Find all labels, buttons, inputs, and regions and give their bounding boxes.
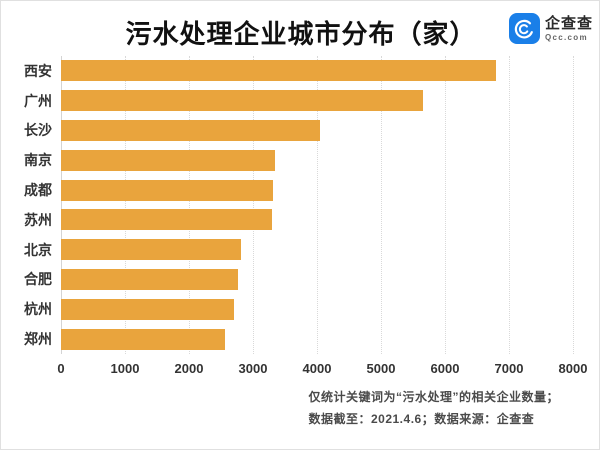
chart-row: 郑州	[1, 324, 599, 354]
x-axis-tick: 2000	[174, 361, 204, 376]
footer-note: 仅统计关键词为“污水处理”的相关企业数量； 数据截至：2021.4.6；数据来源…	[308, 386, 559, 430]
y-axis-label: 合肥	[24, 271, 52, 288]
y-axis-label: 杭州	[24, 301, 52, 318]
x-axis-tick: 6000	[430, 361, 460, 376]
qcc-logo-text: 企查查 Qcc.com	[545, 15, 593, 42]
chart-row: 合肥	[1, 265, 599, 295]
chart-row: 西安	[1, 56, 599, 86]
bar-广州	[61, 90, 424, 112]
qcc-c-glyph	[515, 19, 534, 38]
gridline	[61, 56, 62, 354]
y-axis-label: 西安	[24, 62, 52, 79]
x-axis-tick: 0	[57, 361, 65, 376]
bar-track	[61, 90, 573, 112]
qcc-logo-icon	[508, 13, 540, 44]
qcc-logo-domain: Qcc.com	[544, 33, 588, 42]
chart-row: 成都	[1, 175, 599, 205]
bar-长沙	[61, 119, 320, 141]
y-axis-label: 郑州	[24, 331, 52, 348]
x-axis-tick: 7000	[494, 361, 524, 376]
bar-西安	[61, 60, 497, 82]
footer-note-line2: 数据截至：2021.4.6；数据来源：企查查	[308, 412, 535, 426]
x-axis-tick: 4000	[302, 361, 332, 376]
y-axis-label: 南京	[24, 152, 52, 169]
bar-track	[61, 179, 573, 201]
x-axis-tick: 1000	[110, 361, 140, 376]
y-axis-label: 苏州	[24, 211, 52, 228]
chart-title: 污水处理企业城市分布（家）	[125, 19, 477, 49]
gridline	[445, 56, 446, 354]
bar-杭州	[61, 298, 235, 320]
bar-track	[61, 209, 573, 231]
bar-南京	[61, 149, 276, 171]
bar-苏州	[61, 209, 272, 231]
bar-郑州	[61, 328, 226, 350]
chart-row: 苏州	[1, 205, 599, 235]
plot-gridlines	[61, 56, 574, 354]
bar-track	[61, 298, 573, 320]
bar-track	[61, 60, 573, 82]
qcc-logo: 企查查 Qcc.com	[508, 13, 593, 44]
footer-note-line1: 仅统计关键词为“污水处理”的相关企业数量；	[308, 390, 559, 404]
x-axis-tick: 5000	[366, 361, 396, 376]
bar-合肥	[61, 268, 238, 290]
bar-track	[61, 268, 573, 290]
gridline	[381, 56, 382, 354]
qcc-logo-name: 企查查	[544, 15, 593, 32]
x-axis-tick: 8000	[558, 361, 588, 376]
bar-成都	[61, 179, 273, 201]
gridline	[125, 56, 126, 354]
gridline	[317, 56, 318, 354]
bar-track	[61, 328, 573, 350]
y-axis-label: 北京	[24, 241, 52, 258]
chart-row: 北京	[1, 235, 599, 265]
bar-track	[61, 149, 573, 171]
x-axis-tick: 3000	[238, 361, 268, 376]
chart-row: 广州	[1, 86, 599, 116]
y-axis-label: 广州	[24, 92, 52, 109]
bar-北京	[61, 239, 242, 261]
chart-row: 南京	[1, 145, 599, 175]
chart-row: 长沙	[1, 116, 599, 146]
gridline	[253, 56, 254, 354]
x-axis: 0 1000 2000 3000 4000 5000 6000 7000 8000	[57, 361, 587, 377]
bar-chart: 西安广州长沙南京成都苏州北京合肥杭州郑州	[1, 56, 599, 354]
gridline	[509, 56, 510, 354]
chart-row: 杭州	[1, 294, 599, 324]
gridline	[573, 56, 574, 354]
y-axis-label: 成都	[24, 182, 52, 199]
bar-track	[61, 119, 573, 141]
bar-rows: 西安广州长沙南京成都苏州北京合肥杭州郑州	[1, 56, 599, 354]
bar-track	[61, 239, 573, 261]
gridline	[189, 56, 190, 354]
y-axis-label: 长沙	[24, 122, 52, 139]
